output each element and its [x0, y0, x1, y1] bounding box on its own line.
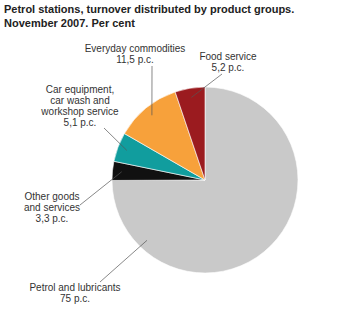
leader-line	[151, 66, 152, 115]
slice-label: Everyday commodities	[85, 43, 186, 54]
slice-label: Car equipment,car wash andworkshop servi…	[40, 84, 119, 117]
value-label: 75 p.c.	[60, 293, 90, 304]
slice-label: Other goodsand services	[24, 191, 80, 213]
slice	[175, 87, 205, 180]
leader-line	[80, 172, 122, 205]
value-label: 5,1 p.c.	[64, 117, 97, 128]
value-label: 11,5 p.c.	[116, 54, 154, 65]
slice-label: Food service	[199, 51, 257, 62]
slice	[112, 87, 298, 273]
labels: Petrol and lubricants75 p.c. Other goodsa…	[24, 43, 257, 304]
value-label: 3,3 p.c.	[36, 213, 69, 224]
leader-line	[104, 128, 127, 150]
title: Petrol stations, turnover distributed by…	[4, 3, 294, 15]
slice-label: Petrol and lubricants	[29, 282, 120, 293]
subtitle: November 2007. Per cent	[4, 17, 135, 29]
leader-line	[191, 74, 222, 97]
chart: Petrol stations, turnover distributed by…	[0, 0, 362, 325]
value-label: 5,2 p.c.	[212, 62, 245, 73]
pie	[112, 87, 298, 273]
leader-line	[100, 240, 147, 282]
